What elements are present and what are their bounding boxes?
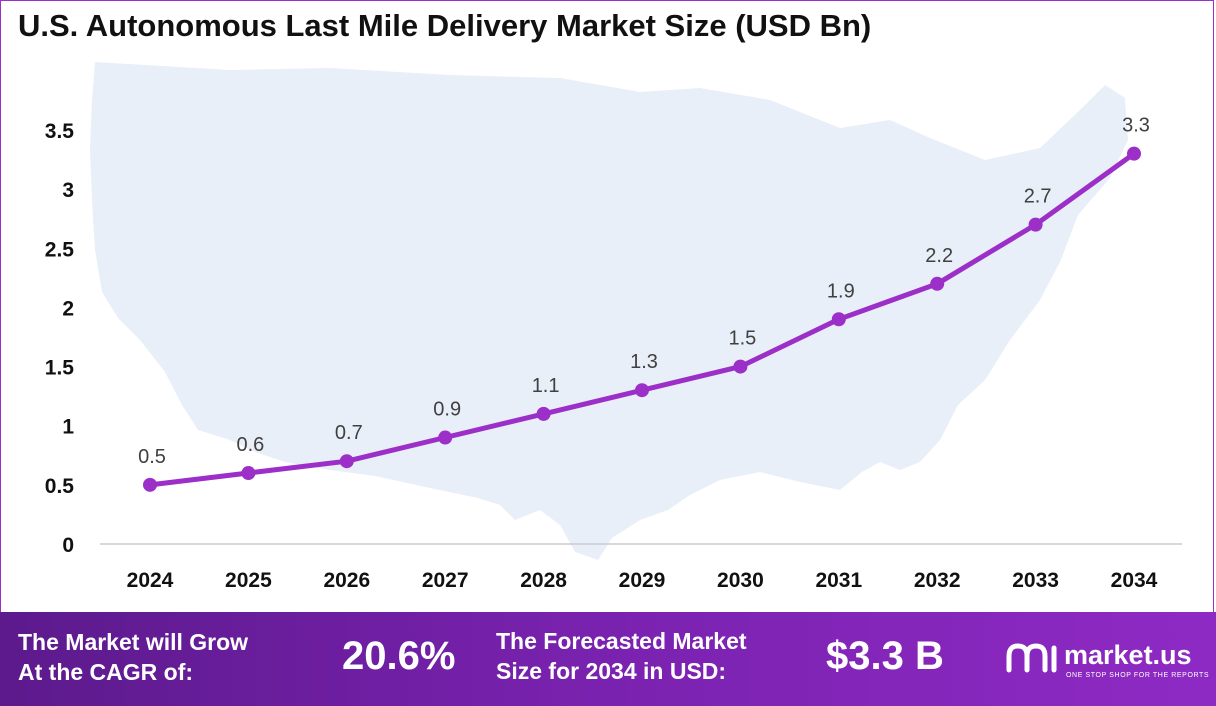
- x-axis-ticks: 2024 2025 2026 2027 2028 2029 2030 2031 2032 2033…: [127, 569, 1158, 592]
- x-tick-label: 2025: [225, 569, 272, 592]
- x-tick-label: 2024: [127, 569, 174, 592]
- data-point: [438, 430, 453, 445]
- data-label: 1.9: [827, 280, 855, 302]
- footer-banner: The Market will Grow At the CAGR of: 20.…: [0, 612, 1216, 706]
- y-tick-label: 3: [62, 179, 74, 202]
- usa-map-background: [90, 62, 1128, 560]
- market-us-logo-icon: [1006, 643, 1057, 673]
- data-point: [930, 276, 945, 291]
- x-tick-label: 2033: [1012, 569, 1059, 592]
- y-tick-label: 0.5: [45, 475, 75, 498]
- data-point: [241, 466, 256, 481]
- y-tick-label: 2: [62, 297, 74, 320]
- data-point: [733, 359, 748, 374]
- data-point: [339, 454, 354, 469]
- data-label: 1.3: [630, 351, 658, 373]
- data-point: [1028, 217, 1043, 232]
- y-tick-label: 0: [62, 534, 74, 557]
- x-tick-label: 2029: [619, 569, 666, 592]
- data-labels: 0.5 0.6 0.7 0.9 1.1 1.3 1.5 1.9 2.2 2.7 3.3: [138, 115, 1150, 468]
- data-point: [831, 312, 846, 327]
- data-label: 3.3: [1122, 115, 1150, 137]
- x-tick-label: 2031: [815, 569, 862, 592]
- data-label: 0.7: [335, 422, 363, 444]
- data-point: [536, 406, 551, 421]
- cagr-label: The Market will Grow At the CAGR of:: [18, 629, 249, 685]
- line-chart: 00.511.522.533.5 2024 2025 2026 2027 2028 202…: [45, 62, 1182, 592]
- x-tick-label: 2026: [323, 569, 370, 592]
- brand-name: market.us: [1064, 640, 1192, 670]
- brand-tagline: ONE STOP SHOP FOR THE REPORTS: [1066, 672, 1210, 679]
- cagr-value: 20.6%: [342, 634, 456, 678]
- data-label: 1.1: [532, 375, 560, 397]
- series-markers: [143, 146, 1141, 492]
- chart-title: U.S. Autonomous Last Mile Delivery Marke…: [18, 8, 872, 43]
- y-tick-label: 1: [62, 416, 74, 439]
- x-tick-label: 2028: [520, 569, 567, 592]
- data-label: 2.2: [925, 245, 953, 267]
- x-tick-label: 2034: [1111, 569, 1158, 592]
- data-point: [635, 383, 649, 398]
- x-tick-label: 2027: [422, 569, 469, 592]
- data-label: 2.7: [1024, 186, 1052, 208]
- y-tick-label: 3.5: [45, 120, 75, 143]
- data-point: [1127, 146, 1141, 161]
- data-point: [143, 477, 157, 492]
- x-tick-label: 2032: [914, 569, 961, 592]
- data-label: 0.6: [236, 434, 264, 456]
- data-label: 0.5: [138, 446, 166, 468]
- y-tick-label: 2.5: [45, 238, 75, 261]
- y-axis-ticks: 0 0.5 1 1.5 2 2.5 3 3.5: [45, 120, 75, 557]
- x-tick-label: 2030: [717, 569, 764, 592]
- forecast-label: The Forecasted Market Size for 2034 in U…: [496, 628, 747, 684]
- data-label: 1.5: [728, 328, 756, 350]
- data-label: 0.9: [433, 399, 461, 421]
- y-tick-label: 1.5: [45, 357, 75, 380]
- forecast-value: $3.3 B: [826, 634, 944, 678]
